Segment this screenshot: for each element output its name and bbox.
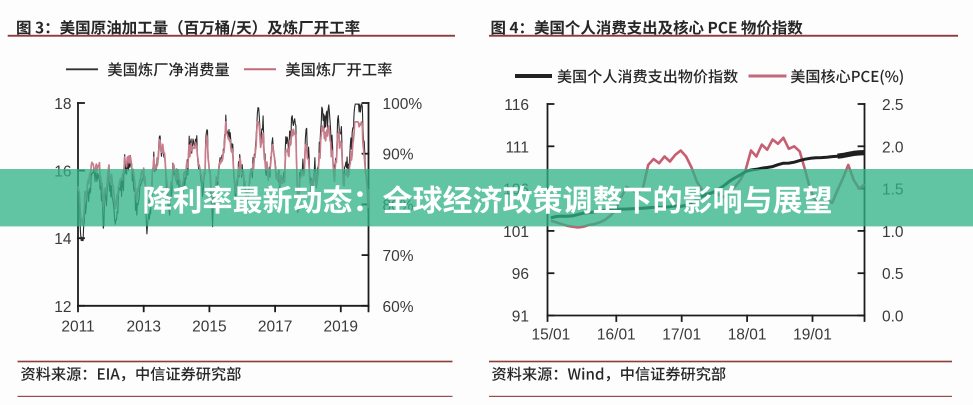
svg-text:101: 101 — [503, 224, 529, 241]
svg-text:2.0: 2.0 — [882, 139, 904, 156]
svg-text:2.5: 2.5 — [882, 97, 904, 114]
svg-text:0.0: 0.0 — [882, 309, 904, 326]
svg-text:0.5: 0.5 — [882, 266, 904, 283]
svg-text:1.0: 1.0 — [882, 224, 904, 241]
svg-text:17/01: 17/01 — [662, 327, 701, 344]
svg-text:2019: 2019 — [324, 318, 358, 335]
svg-text:12: 12 — [54, 299, 71, 316]
svg-text:19/01: 19/01 — [793, 327, 832, 344]
svg-text:100%: 100% — [383, 96, 423, 113]
svg-text:2013: 2013 — [126, 318, 160, 335]
svg-text:18/01: 18/01 — [728, 327, 767, 344]
svg-text:96: 96 — [512, 266, 529, 283]
svg-text:116: 116 — [504, 97, 529, 114]
svg-text:111: 111 — [505, 139, 529, 156]
svg-text:16/01: 16/01 — [597, 327, 636, 344]
svg-text:18: 18 — [54, 96, 71, 113]
svg-text:91: 91 — [512, 309, 529, 326]
svg-text:60%: 60% — [383, 299, 414, 316]
svg-text:90%: 90% — [383, 147, 414, 164]
svg-text:15/01: 15/01 — [532, 327, 571, 344]
svg-text:2015: 2015 — [192, 318, 226, 335]
svg-text:14: 14 — [54, 231, 72, 248]
svg-text:2017: 2017 — [258, 318, 292, 335]
svg-text:2011: 2011 — [61, 318, 94, 335]
svg-text:70%: 70% — [383, 248, 414, 265]
